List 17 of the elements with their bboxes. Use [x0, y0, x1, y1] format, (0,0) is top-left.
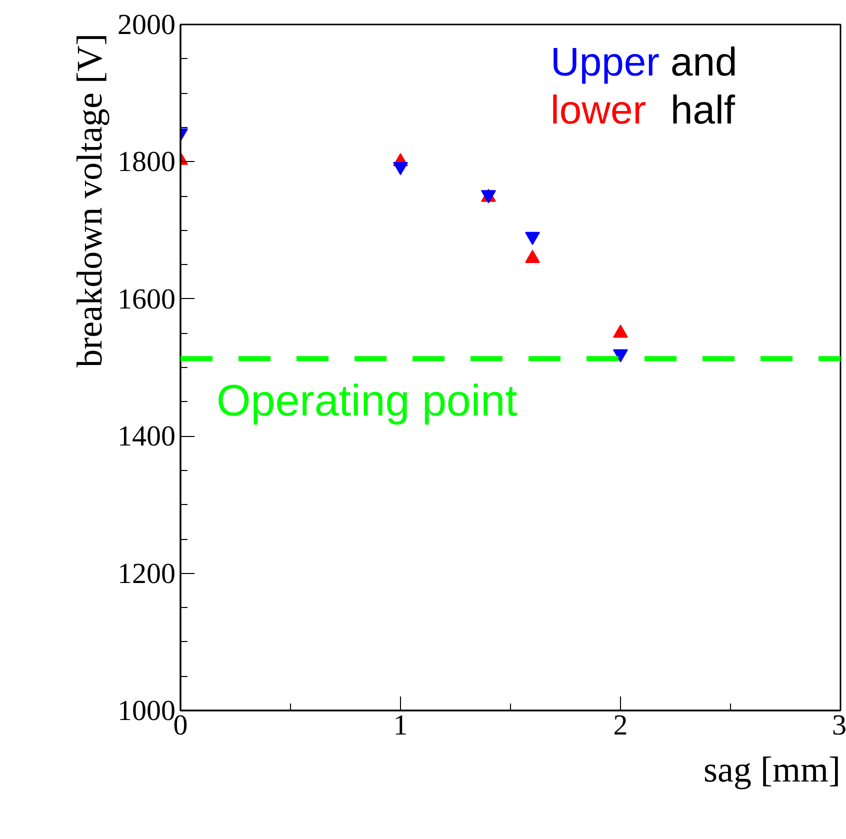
y-tick-label: 1200: [118, 558, 176, 590]
x-axis-title: sag [mm]: [704, 750, 840, 790]
x-tick-label: 3: [832, 710, 846, 742]
x-tick-label: 0: [173, 710, 188, 742]
annotation: and: [670, 40, 738, 84]
y-tick-label: 1800: [118, 146, 176, 178]
x-tick-label: 2: [613, 710, 628, 742]
annotation: half: [670, 88, 736, 132]
text: Upper: [550, 40, 660, 84]
x-tick-label: 1: [393, 710, 408, 742]
y-tick-label: 2000: [118, 9, 176, 41]
y-tick-label: 1000: [118, 695, 176, 727]
y-tick-label: 1600: [118, 283, 176, 316]
y-tick-label: 1400: [118, 420, 176, 453]
text: lower: [550, 88, 646, 132]
y-axis-title: breakdown voltage [V]: [70, 33, 110, 368]
ref-line-label: Operating point: [216, 376, 518, 426]
